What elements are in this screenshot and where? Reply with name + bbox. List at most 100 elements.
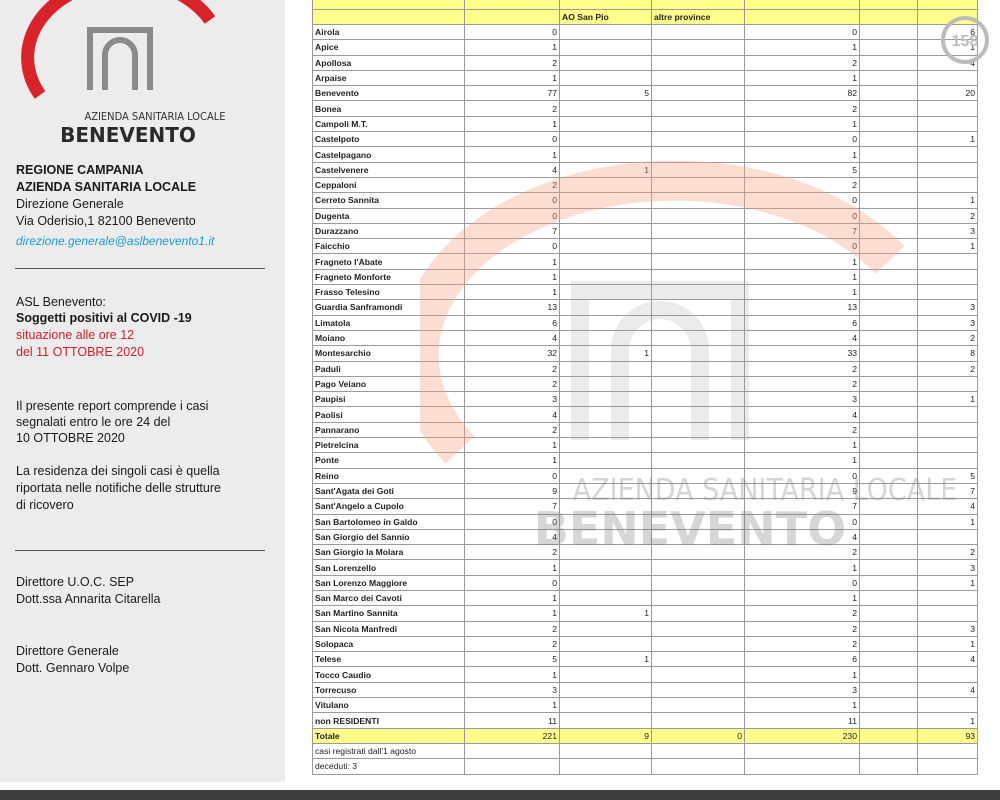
table-cell: [917, 742, 978, 760]
table-cell: [859, 391, 918, 408]
table-cell: [559, 559, 652, 576]
table-cell: [559, 23, 652, 41]
separator: [15, 550, 265, 551]
table-row: Totale 221 9 0 230 93: [312, 727, 978, 744]
table-cell: [651, 375, 745, 393]
table-row: San Nicola Manfredi 2 2 3: [312, 620, 978, 637]
table-cell: 3: [464, 681, 560, 699]
table-cell: [859, 314, 918, 331]
table-cell: [651, 207, 745, 224]
table-cell: Paupisi: [312, 391, 465, 408]
table-row: Ponte 1 1: [312, 452, 978, 469]
table-cell: [559, 681, 652, 699]
note-line: 10 OTTOBRE 2020: [16, 431, 125, 445]
table-row: Solopaca 2 2 1: [312, 635, 978, 653]
table-cell: Durazzano: [312, 222, 465, 240]
table-cell: [744, 9, 860, 25]
table-cell: 1: [559, 161, 652, 178]
table-cell: Faicchio: [312, 238, 465, 255]
table-row: Paolisi 4 4: [312, 406, 978, 423]
table-cell: [859, 742, 918, 760]
table-row: Castelvenere 4 1 5: [312, 161, 978, 178]
table-cell: 2: [744, 54, 860, 71]
table-cell: [651, 452, 745, 469]
table-cell: [559, 467, 652, 484]
table-cell: 1: [464, 666, 560, 683]
table-cell: [917, 697, 978, 714]
table-cell: 6: [744, 314, 860, 331]
table-cell: 0: [744, 192, 860, 209]
table-cell: [651, 222, 745, 240]
table-row: Reino 0 0 5: [312, 467, 978, 484]
table-row: San Lorenzo Maggiore 0 0 1: [312, 574, 978, 591]
table-row: Sant'Angelo a Cupolo 7 7 4: [312, 498, 978, 515]
table-cell: [859, 544, 918, 561]
table-cell: 3: [744, 681, 860, 699]
table-cell: San Lorenzo Maggiore: [312, 574, 465, 591]
table-cell: 1: [744, 69, 860, 87]
table-cell: 0: [744, 23, 860, 41]
table-row: deceduti: 3: [312, 758, 978, 775]
table-cell: 2: [464, 421, 560, 439]
table-cell: [559, 482, 652, 500]
table-header: AO San Pio altre province: [312, 9, 978, 25]
table-cell: 1: [744, 697, 860, 714]
table-cell: 4: [917, 498, 978, 515]
table-row: Benevento 77 5 82 20: [312, 85, 978, 102]
table-cell: [312, 9, 465, 25]
table-cell: 1: [917, 131, 978, 148]
table-cell: 1: [744, 666, 860, 683]
table-cell: 2: [744, 421, 860, 439]
table-cell: 2: [464, 635, 560, 653]
table-cell: [917, 437, 978, 454]
table-cell: [651, 406, 745, 423]
table-cell: [651, 192, 745, 209]
table-row: Moiano 4 4 2: [312, 329, 978, 347]
table-cell: 2: [917, 207, 978, 224]
table-row: Paupisi 3 3 1: [312, 391, 978, 408]
table-cell: [651, 284, 745, 301]
table-cell: [859, 9, 918, 25]
table-cell: Campoli M.T.: [312, 115, 465, 133]
table-cell: [651, 238, 745, 255]
table-cell: Cerreto Sannita: [312, 192, 465, 209]
table-cell: 1: [464, 284, 560, 301]
table-cell: 11: [744, 712, 860, 729]
table-cell: [917, 69, 978, 87]
address-line: Via Oderisio,1 82100 Benevento: [16, 214, 196, 228]
table-cell: [559, 360, 652, 377]
table-row: San Martino Sannita 1 1 2: [312, 605, 978, 622]
logo-line1: AZIENDA SANITARIA LOCALE: [84, 110, 225, 123]
table-cell: [651, 742, 745, 760]
table-cell: [651, 23, 745, 41]
table-cell: Paduli: [312, 360, 465, 377]
table-cell: Torrecuso: [312, 681, 465, 699]
table-cell: [559, 528, 652, 546]
table-cell: 32: [464, 345, 560, 362]
table-cell: San Nicola Manfredi: [312, 620, 465, 637]
table-cell: 2: [744, 605, 860, 622]
table-row: Ceppaloni 2 2: [312, 176, 978, 194]
table-cell: [559, 0, 652, 10]
table-cell: [559, 666, 652, 683]
table-cell: [859, 635, 918, 653]
table-cell: [859, 651, 918, 668]
report-line: ASL Benevento:: [16, 295, 106, 309]
table-cell: [559, 146, 652, 163]
table-cell: 2: [744, 544, 860, 561]
table-cell: [859, 284, 918, 301]
table-cell: [917, 176, 978, 194]
table-cell: 1: [917, 712, 978, 729]
table-cell: Fragneto l'Abate: [312, 253, 465, 270]
table-cell: [651, 299, 745, 316]
table-cell: Pago Veiano: [312, 375, 465, 393]
table-cell: [651, 39, 745, 56]
table-cell: 1: [464, 146, 560, 163]
table-cell: [651, 437, 745, 454]
table-cell: [559, 452, 652, 469]
table-cell: 0: [744, 513, 860, 530]
table-cell: 7: [464, 498, 560, 515]
table-cell: [651, 574, 745, 591]
table-cell: Sant'Angelo a Cupolo: [312, 498, 465, 515]
table-cell: 9: [559, 727, 652, 744]
